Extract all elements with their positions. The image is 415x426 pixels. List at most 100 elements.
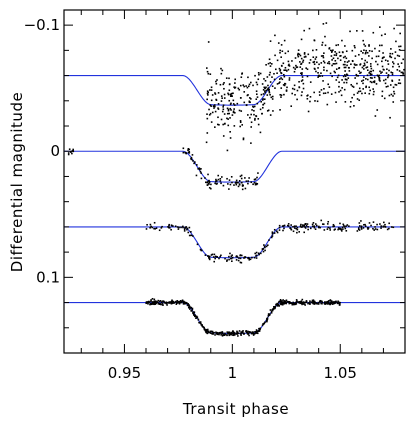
data-point [378,50,381,52]
data-point [354,46,356,49]
data-point [296,66,299,68]
data-point [239,121,242,124]
data-point [358,229,361,231]
data-point [164,302,166,304]
data-point [263,78,265,80]
data-point [217,107,219,109]
data-point [250,113,252,116]
data-point [250,98,252,100]
data-point [348,67,350,69]
data-point [298,301,300,303]
data-point [355,64,358,66]
data-point [291,303,294,306]
data-point [389,52,392,55]
data-point [200,322,202,325]
data-point [280,302,283,305]
x-axis-label: Transit phase [182,400,289,418]
data-point [326,228,329,230]
data-point [228,258,230,261]
data-point [342,56,345,59]
data-point [228,334,231,337]
data-point [165,302,167,305]
data-point [283,84,286,87]
data-point [342,51,344,54]
data-point [344,63,346,66]
data-point [281,50,284,53]
data-point [245,85,247,87]
data-point [279,93,282,96]
data-point [226,117,228,120]
data-point [381,90,384,93]
data-point [148,300,150,303]
data-point [276,305,279,307]
data-point [387,74,390,76]
data-point [275,303,277,306]
data-point [333,225,336,227]
data-point [273,78,276,81]
data-point [221,69,224,72]
data-point [283,69,285,71]
data-point [338,91,340,93]
data-point [192,160,194,162]
data-point [240,261,243,264]
data-point [215,178,217,181]
data-point [257,172,259,174]
data-point [323,229,326,231]
data-point [373,76,376,79]
data-point [360,228,363,230]
data-point [269,40,272,42]
data-point [366,51,369,54]
data-point [398,79,401,81]
data-point [229,131,231,133]
data-point [167,226,169,228]
data-point [339,89,342,92]
data-point [70,151,72,153]
data-point [213,260,216,263]
data-point [255,183,258,186]
data-point [220,100,223,102]
data-point [240,177,243,180]
data-point [176,300,179,302]
data-point [303,301,305,304]
y-axis-label: Differential magnitude [8,92,26,272]
data-point [397,82,400,85]
data-point [207,41,210,43]
data-point [213,107,215,109]
data-point [341,87,343,89]
data-point [398,55,401,57]
data-point [360,50,362,53]
data-point [253,109,255,112]
data-point [287,225,290,227]
data-point [195,317,197,319]
data-point [357,74,359,77]
data-point [236,102,239,105]
data-point [332,57,335,60]
data-point [368,50,371,52]
x-tick-label: 0.95 [108,364,141,382]
data-point [147,302,149,305]
data-point [274,54,276,57]
data-point [320,300,323,303]
data-point [271,233,274,235]
data-point [247,85,250,88]
data-point [171,301,174,303]
data-point [238,257,240,259]
data-point [374,115,377,117]
data-point [219,255,221,258]
data-point [67,153,70,156]
data-point [254,178,257,180]
data-point [274,68,277,71]
data-point [215,82,218,85]
data-point [285,301,288,304]
data-point [67,152,70,154]
data-point [288,77,291,79]
data-point [217,108,220,110]
data-point [365,51,367,54]
data-point [397,63,399,65]
data-point [267,315,270,317]
data-point [217,174,220,177]
data-point [270,310,273,313]
data-point [313,63,316,66]
data-point [307,110,310,113]
data-point [338,228,341,230]
